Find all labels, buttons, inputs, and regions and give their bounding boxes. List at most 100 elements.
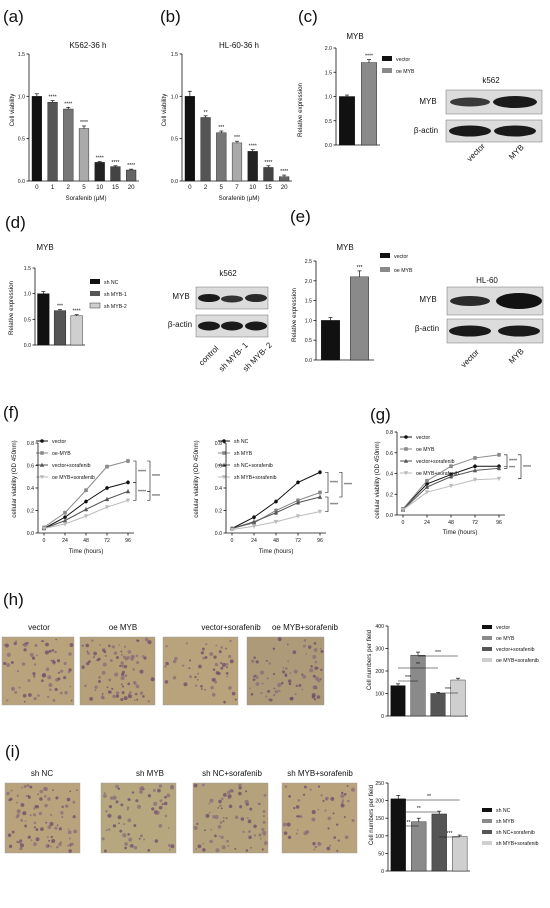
significance-label: *** [405, 675, 411, 681]
data-point [125, 498, 131, 503]
bar [390, 798, 406, 872]
cell-dot [139, 691, 144, 695]
cell-dot [36, 654, 38, 657]
cell-dot [205, 813, 210, 818]
data-point [251, 524, 257, 529]
cell-dot [172, 659, 177, 664]
cell-dot [218, 799, 222, 804]
cell-dot [299, 815, 303, 818]
cell-dot [238, 791, 242, 796]
cell-dot [202, 848, 206, 852]
cell-dot [302, 793, 306, 796]
cell-dot [340, 803, 345, 808]
panel-label-i: (i) [5, 742, 20, 761]
x-tick-label: 10 [96, 184, 103, 191]
cell-dot [147, 640, 152, 645]
cell-dot [164, 665, 167, 668]
cell-dot [64, 690, 68, 695]
y-tick-label: 1.0 [325, 95, 332, 101]
cell-dot [69, 685, 72, 688]
cell-dot [50, 845, 52, 848]
significance-label: *** [445, 687, 451, 693]
data-point [496, 476, 502, 481]
blot-row-label: β-actin [414, 126, 438, 135]
cell-dot [231, 691, 236, 696]
y-tick-label: 1.5 [24, 266, 31, 272]
blot-band [496, 293, 542, 309]
cell-dot [234, 847, 237, 850]
cell-dot [106, 686, 109, 689]
cell-dot [202, 783, 205, 787]
cell-dot [135, 799, 139, 803]
cell-dot [311, 817, 316, 822]
svg-text:vector+sorafenib: vector+sorafenib [416, 459, 455, 465]
cell-dot [229, 639, 232, 643]
significance-label: **** [152, 494, 160, 500]
y-tick-label: 0.5 [305, 338, 312, 344]
cell-dot [54, 687, 58, 692]
cell-dot [166, 793, 171, 798]
cell-dot [197, 844, 202, 849]
cell-dot [248, 835, 252, 840]
blot-row-label: MYB [172, 292, 189, 301]
cell-dot [20, 818, 24, 822]
bar [37, 293, 50, 346]
data-point [400, 508, 406, 513]
ylabel-d: Relative expression [8, 280, 15, 335]
cell-dot [120, 697, 124, 702]
cell-dot [85, 643, 90, 648]
cell-dot [298, 683, 302, 687]
cell-dot [226, 666, 228, 669]
cell-dot [225, 647, 228, 650]
cell-dot [316, 695, 321, 699]
cell-dot [67, 671, 70, 674]
cell-dot [86, 650, 89, 653]
cell-dot [302, 674, 307, 679]
western-blot-e: HL-60 MYB β-actin vector MYB [415, 276, 544, 369]
cell-dot [257, 802, 261, 805]
cell-dot [261, 848, 264, 851]
cell-dot [312, 841, 316, 846]
data-point [229, 527, 235, 532]
y-tick-label: 0.4 [215, 486, 222, 492]
data-point [105, 486, 109, 490]
cell-dot [120, 803, 124, 807]
cell-dot [91, 639, 94, 642]
cell-dot [228, 654, 232, 659]
y-tick-label: 0.0 [305, 358, 312, 364]
cell-dot [158, 784, 163, 788]
cell-dot [261, 682, 264, 685]
cell-dot [317, 808, 320, 811]
svg-text:sh MYB: sh MYB [234, 451, 253, 457]
cell-dot [47, 825, 52, 830]
svg-text:sh MYB+sorafenib: sh MYB+sorafenib [496, 841, 539, 847]
cell-dot [274, 689, 279, 694]
bar [452, 836, 468, 872]
blot-lane-label: MYB [507, 347, 526, 366]
y-tick-label: 0.4 [386, 472, 393, 478]
svg-text:vector: vector [496, 625, 510, 631]
cell-dot [263, 793, 267, 797]
cell-dot [47, 675, 52, 680]
cell-dot [16, 670, 20, 673]
cell-dot [16, 794, 19, 797]
x-tick-label: 48 [83, 538, 89, 544]
cell-dot [305, 653, 308, 655]
cell-dot [11, 830, 15, 834]
significance-label: **** [138, 489, 146, 495]
cell-dot [34, 643, 38, 647]
data-point [83, 507, 89, 512]
cell-dot [202, 656, 205, 660]
blot-row-label: β-actin [168, 320, 192, 329]
cell-dot [99, 644, 102, 646]
chart-title-e: MYB [336, 243, 353, 252]
cell-dot [220, 835, 224, 839]
xlabel-f-right: Time (hours) [259, 548, 294, 555]
cell-dot [209, 652, 214, 656]
significance-label: **** [264, 160, 272, 166]
cell-dot [3, 643, 6, 646]
cell-dot [287, 679, 292, 683]
cell-dot [255, 660, 259, 664]
cell-dot [283, 831, 288, 836]
cell-dot [250, 692, 254, 696]
